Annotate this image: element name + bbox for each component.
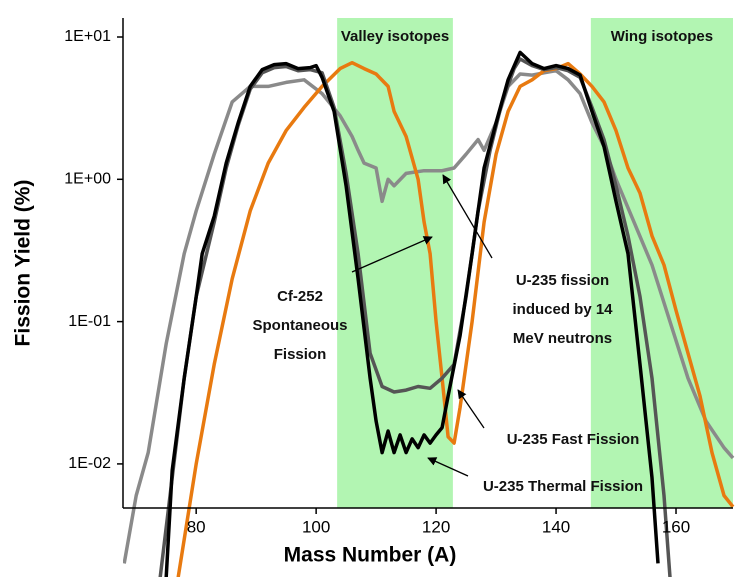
x-tick-label: 140 xyxy=(542,517,570,536)
band-label: Valley isotopes xyxy=(341,28,449,45)
series-line xyxy=(176,60,735,577)
annotation-arrow xyxy=(351,236,433,273)
y-tick-label: 1E+00 xyxy=(64,171,111,188)
x-tick-label: 100 xyxy=(302,517,330,536)
series-annotation: U-235 Thermal Fission xyxy=(482,478,644,495)
annotation-arrow xyxy=(427,457,469,477)
x-tick-label: 160 xyxy=(662,517,690,536)
series-annotation: U-235 Fast Fission xyxy=(506,431,640,448)
y-tick-label: 1E-02 xyxy=(68,455,111,472)
x-tick-label: 80 xyxy=(187,517,206,536)
series-line xyxy=(164,50,660,577)
y-tick-label: 1E-01 xyxy=(68,313,111,330)
x-tick-label: 120 xyxy=(422,517,450,536)
series-annotation: Cf-252 Spontaneous Fission xyxy=(252,288,348,363)
annotation-arrow xyxy=(442,174,493,259)
annotation-arrow xyxy=(457,389,485,429)
band-label: Wing isotopes xyxy=(611,28,713,45)
x-axis-title: Mass Number (A) xyxy=(284,544,457,567)
series-annotation: U-235 fission induced by 14 MeV neutrons xyxy=(512,272,613,347)
y-tick-label: 1E+01 xyxy=(64,28,111,45)
y-axis-title: Fission Yield (%) xyxy=(12,180,35,347)
